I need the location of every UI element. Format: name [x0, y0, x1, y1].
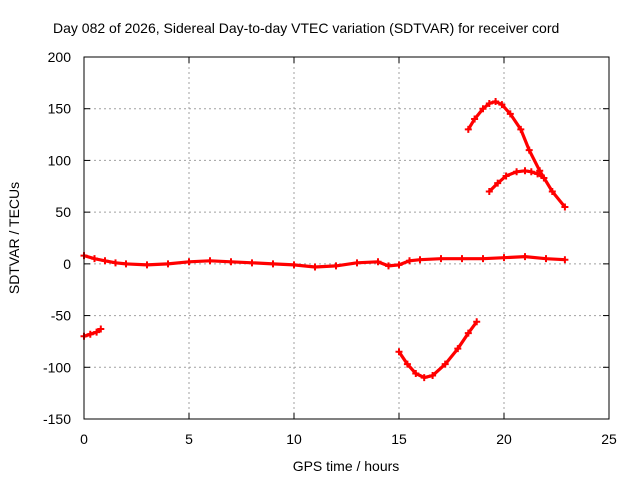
y-tick-label: 50 [55, 204, 71, 220]
data-point [406, 257, 413, 265]
data-point [479, 105, 487, 113]
data-point [206, 257, 214, 265]
series-baseline [83, 254, 565, 269]
x-tick-label: 10 [286, 431, 302, 447]
data-point [513, 168, 521, 176]
x-tick-label: 5 [185, 431, 193, 447]
data-point [500, 254, 508, 262]
data-point [412, 369, 420, 377]
data-point [290, 261, 298, 269]
y-tick-label: -100 [43, 359, 71, 375]
data-point [525, 146, 533, 154]
data-point [429, 372, 437, 380]
data-point [454, 345, 462, 353]
data-point [561, 256, 569, 264]
data-point [374, 258, 382, 266]
data-point [548, 187, 556, 195]
axis-ticks: 0 5 10 15 20 25 -150 -100 -50 0 50 100 150 200 [43, 49, 617, 447]
y-tick-label: 0 [63, 256, 71, 272]
data-point [494, 179, 502, 187]
data-point [517, 125, 525, 133]
data-point [441, 360, 449, 368]
data-point [86, 330, 94, 338]
data-point [93, 328, 101, 336]
x-tick-label: 0 [80, 431, 88, 447]
y-tick-label: -150 [43, 411, 71, 427]
data-point [521, 167, 529, 175]
data-point [561, 203, 569, 211]
data-point [332, 262, 340, 270]
chart-title: Day 082 of 2026, Sidereal Day-to-day VTE… [53, 20, 559, 36]
data-point [485, 100, 493, 108]
data-point [502, 172, 510, 180]
data-point [534, 170, 542, 178]
data-point [353, 259, 361, 267]
data-point [506, 110, 514, 118]
data-point [464, 125, 472, 133]
data-point [527, 168, 535, 176]
data-point [492, 97, 500, 105]
y-tick-label: 100 [48, 152, 72, 168]
y-tick-label: -50 [51, 308, 71, 324]
series-trough [397, 320, 478, 380]
y-axis-label: SDTVAR / TECUs [6, 182, 22, 294]
data-point [185, 258, 193, 266]
data-point [143, 261, 151, 269]
data-point [122, 260, 130, 268]
data-point [395, 261, 403, 269]
data-point [464, 329, 472, 337]
plot-frame [83, 56, 610, 420]
data-point [471, 115, 479, 123]
data-point [227, 258, 235, 266]
x-tick-label: 25 [601, 431, 617, 447]
data-point [97, 325, 105, 333]
x-tick-label: 20 [496, 431, 512, 447]
data-point [542, 255, 550, 263]
data-point [521, 253, 529, 261]
data-point [473, 318, 481, 326]
data-point [112, 259, 119, 267]
data-point [311, 263, 319, 271]
data-point [403, 360, 411, 368]
data-point [164, 260, 172, 268]
y-tick-label: 200 [48, 49, 72, 65]
data-point [498, 101, 506, 109]
data-point [416, 256, 424, 264]
grid-lines [84, 57, 609, 419]
data-point [485, 187, 493, 195]
series-early-negative [83, 327, 102, 338]
data-point [269, 260, 277, 268]
y-tick-label: 150 [48, 101, 72, 117]
data-point [101, 257, 109, 265]
data-point [248, 259, 256, 267]
data-point [479, 255, 487, 263]
data-point [385, 262, 392, 270]
data-point [437, 255, 445, 263]
data-point [395, 348, 403, 356]
data-point [91, 255, 98, 263]
data-point [458, 255, 466, 263]
series-upper-arc [466, 99, 567, 209]
x-axis-label: GPS time / hours [293, 458, 400, 474]
data-series [80, 97, 569, 382]
x-tick-label: 15 [391, 431, 407, 447]
data-point [540, 174, 548, 182]
data-point [420, 374, 428, 382]
